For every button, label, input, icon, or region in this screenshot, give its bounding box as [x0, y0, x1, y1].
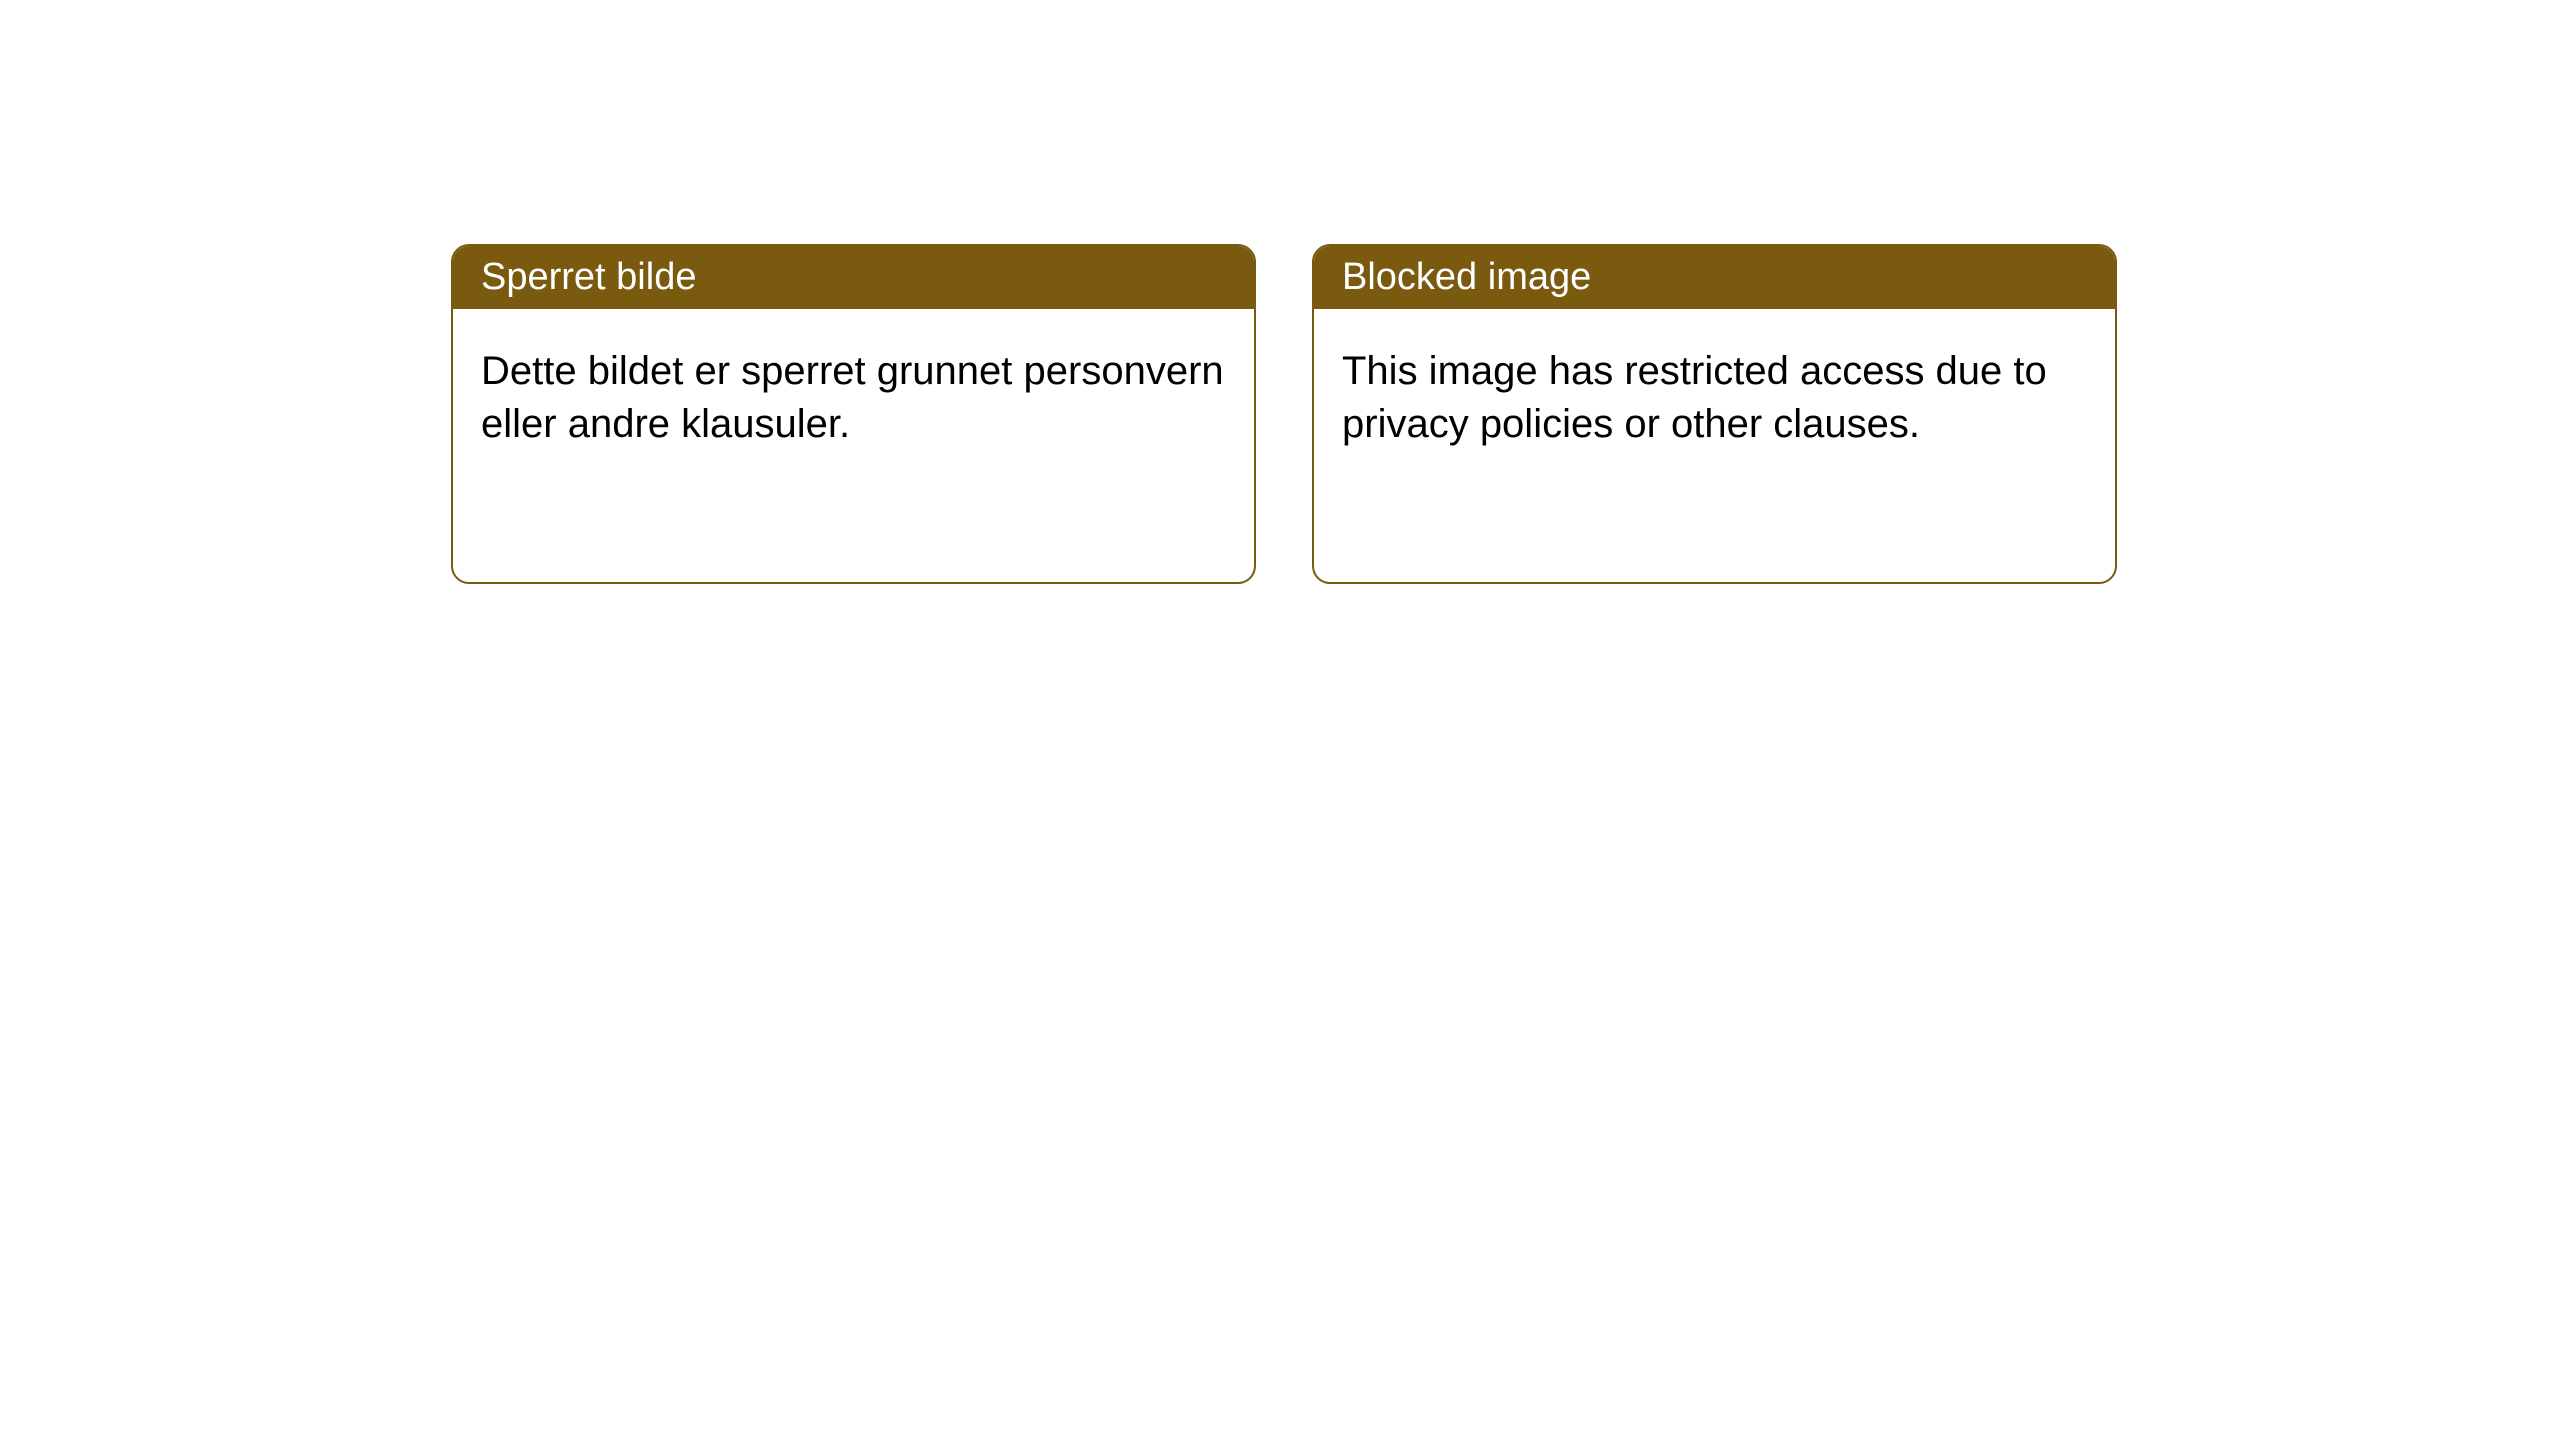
notice-cards-container: Sperret bilde Dette bildet er sperret gr… — [0, 0, 2560, 584]
notice-card-english: Blocked image This image has restricted … — [1312, 244, 2117, 584]
notice-card-body: This image has restricted access due to … — [1314, 309, 2115, 487]
notice-card-title: Blocked image — [1314, 246, 2115, 309]
notice-card-title: Sperret bilde — [453, 246, 1254, 309]
notice-card-norwegian: Sperret bilde Dette bildet er sperret gr… — [451, 244, 1256, 584]
notice-card-body: Dette bildet er sperret grunnet personve… — [453, 309, 1254, 487]
